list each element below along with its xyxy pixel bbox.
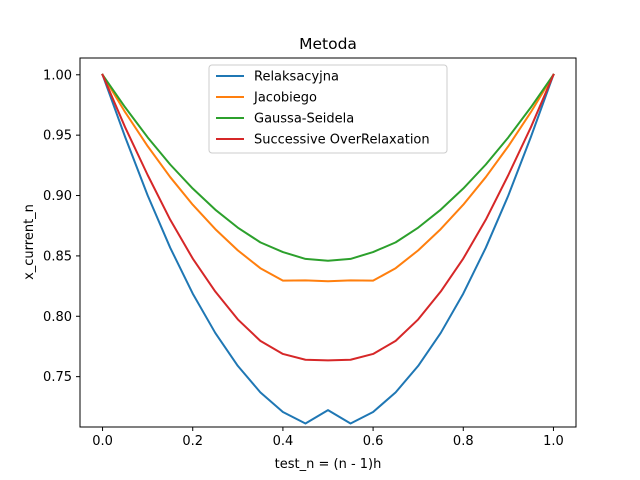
legend-label: Gaussa-Seidela bbox=[254, 112, 354, 127]
axes-frame bbox=[79, 57, 577, 428]
x-tick-label: 0.2 bbox=[182, 434, 203, 449]
plot-area bbox=[101, 73, 555, 425]
series-line-2 bbox=[101, 73, 555, 283]
axes-border bbox=[79, 57, 577, 428]
series-line-1 bbox=[101, 73, 555, 425]
x-tick-label: 0.6 bbox=[363, 434, 384, 449]
legend-label: Relaksacyjna bbox=[254, 70, 339, 85]
x-tick-label: 0.4 bbox=[273, 434, 294, 449]
x-axis: 0.0 0.2 0.4 0.6 0.8 1.0 bbox=[92, 427, 564, 449]
y-tick-label: 0.80 bbox=[43, 310, 72, 325]
y-tick-label: 1.00 bbox=[43, 68, 72, 83]
series-line-3 bbox=[101, 73, 555, 262]
y-axis: 0.75 0.80 0.85 0.90 0.95 1.00 bbox=[43, 68, 80, 385]
legend-box bbox=[208, 64, 448, 154]
x-tick-label: 0.0 bbox=[92, 434, 113, 449]
x-tick-label: 0.8 bbox=[453, 434, 474, 449]
y-tick-label: 0.95 bbox=[43, 129, 72, 144]
y-tick-label: 0.85 bbox=[43, 249, 72, 264]
y-tick-label: 0.90 bbox=[43, 189, 72, 204]
y-tick-label: 0.75 bbox=[43, 370, 72, 385]
x-axis-label: test_n = (n - 1)h bbox=[275, 457, 382, 472]
legend-label: Successive OverRelaxation bbox=[254, 133, 430, 148]
legend-label: Jacobiego bbox=[253, 91, 317, 106]
chart-title: Metoda bbox=[299, 35, 357, 53]
legend: Relaksacyjna Jacobiego Gaussa-Seidela Succe… bbox=[208, 64, 448, 154]
series-line-4 bbox=[101, 73, 555, 362]
x-tick-label: 1.0 bbox=[543, 434, 564, 449]
y-axis-label: x_current_n bbox=[22, 204, 37, 280]
